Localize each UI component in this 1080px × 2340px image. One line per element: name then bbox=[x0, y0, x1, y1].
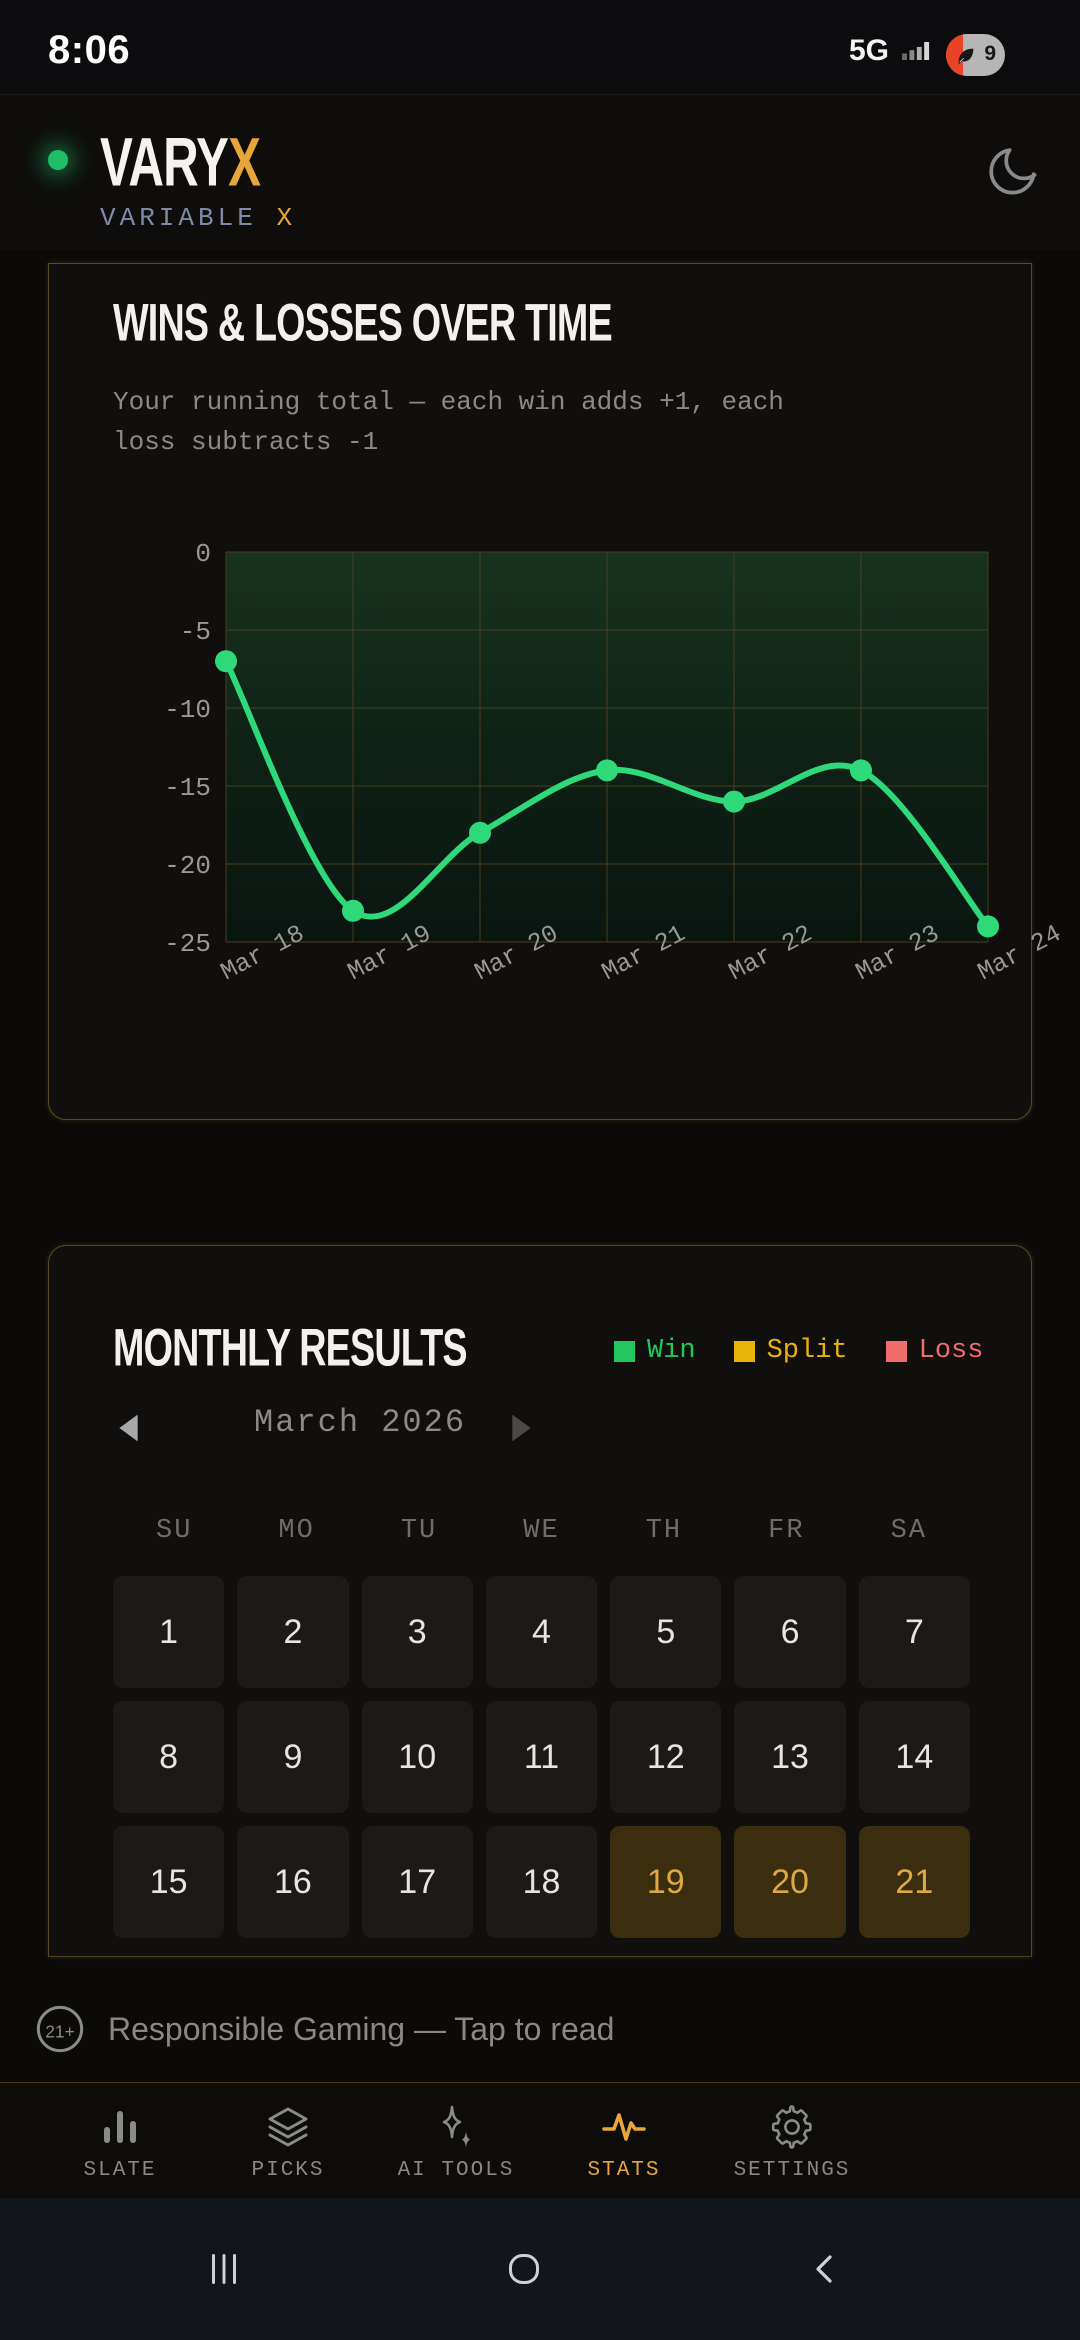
svg-text:-5: -5 bbox=[180, 617, 211, 647]
svg-text:-25: -25 bbox=[164, 929, 211, 959]
svg-text:0: 0 bbox=[195, 539, 211, 569]
svg-text:-20: -20 bbox=[164, 851, 211, 881]
svg-text:21+: 21+ bbox=[45, 2022, 74, 2042]
svg-text:-10: -10 bbox=[164, 695, 211, 725]
svg-text:-15: -15 bbox=[164, 773, 211, 803]
